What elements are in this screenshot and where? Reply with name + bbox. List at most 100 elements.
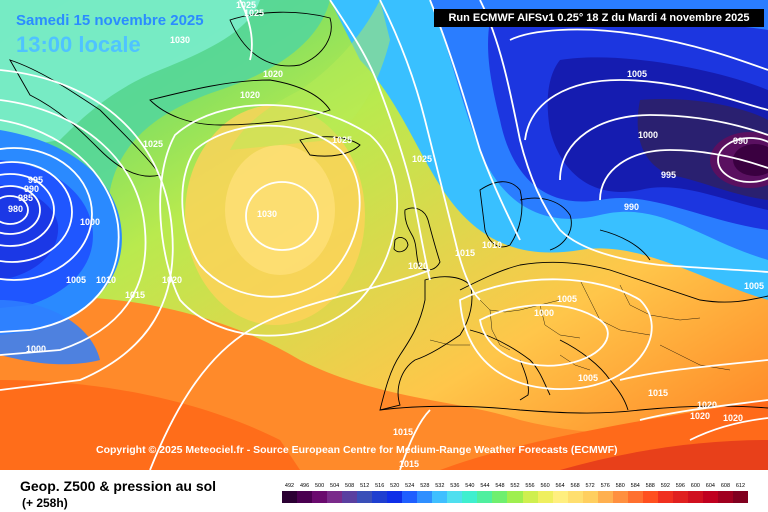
legend-swatch (552, 491, 568, 503)
legend-swatch (477, 491, 493, 503)
legend-swatch (297, 491, 313, 503)
legend-swatch (732, 491, 748, 503)
legend-value: 532 (435, 483, 445, 489)
legend-swatches (282, 491, 748, 503)
isobar-label: 1000 (534, 308, 554, 318)
isobar-label: 1000 (80, 217, 100, 227)
legend-swatch (612, 491, 628, 503)
legend-swatch (342, 491, 358, 503)
isobar-label: 1010 (482, 240, 502, 250)
color-scale-legend: 492 496 500 504 508 512 516 520 524 528 … (282, 482, 748, 504)
legend-value: 600 (690, 483, 700, 489)
isobar-label: 995 (28, 175, 43, 185)
legend-swatch (672, 491, 688, 503)
legend-swatch (522, 491, 538, 503)
isobar-label: 1025 (143, 139, 163, 149)
isobar-label: 985 (18, 193, 33, 203)
isobar-label: 1005 (744, 281, 764, 291)
isobar-label: 1015 (399, 459, 419, 469)
isobar-label: 1000 (26, 344, 46, 354)
legend-value: 508 (345, 483, 355, 489)
legend-value: 536 (450, 483, 460, 489)
legend-swatch (327, 491, 343, 503)
copyright-notice: Copyright © 2025 Meteociel.fr - Source E… (96, 444, 618, 456)
legend-value: 516 (375, 483, 385, 489)
legend-swatch (582, 491, 598, 503)
isobar-label: 1005 (578, 373, 598, 383)
isobar-label: 1005 (557, 294, 577, 304)
legend-swatch (447, 491, 463, 503)
legend-value: 568 (570, 483, 580, 489)
legend-value: 588 (645, 483, 655, 489)
pressure-geopotential-map: 1025 1025 1030 1020 1020 1025 1025 1025 … (0, 0, 768, 470)
isobar-label: 1020 (697, 400, 717, 410)
legend-value: 512 (360, 483, 370, 489)
isobar-label: 1030 (170, 35, 190, 45)
isobar-label: 1030 (257, 209, 277, 219)
isobar-label: 990 (733, 136, 748, 146)
geopotential-field (0, 0, 768, 470)
legend-value: 560 (540, 483, 550, 489)
legend-value: 548 (495, 483, 505, 489)
isobar-label: 1015 (455, 248, 475, 258)
legend-swatch (372, 491, 388, 503)
legend-swatch (432, 491, 448, 503)
isobar-label: 1005 (627, 69, 647, 79)
isobar-label: 1015 (125, 290, 145, 300)
isobar-label: 1015 (648, 388, 668, 398)
isobar-label: 1015 (393, 427, 413, 437)
legend-value: 540 (465, 483, 475, 489)
legend-swatch (402, 491, 418, 503)
legend-swatch (282, 491, 298, 503)
isobar-label: 1000 (638, 130, 658, 140)
legend-swatch (492, 491, 508, 503)
isobar-label: 1025 (244, 8, 264, 18)
legend-value: 592 (660, 483, 670, 489)
forecast-lead-time: (+ 258h) (22, 496, 68, 510)
forecast-date: Samedi 15 novembre 2025 (16, 12, 204, 29)
legend-value: 496 (299, 483, 310, 489)
legend-swatch (687, 491, 703, 503)
legend-swatch (537, 491, 553, 503)
isobar-label: 1010 (96, 275, 116, 285)
legend-value: 504 (330, 483, 340, 489)
isobar-label: 990 (24, 184, 39, 194)
isobar-label: 990 (624, 202, 639, 212)
legend-swatch (417, 491, 433, 503)
isobar-label: 1020 (240, 90, 260, 100)
legend-value: 572 (585, 483, 595, 489)
legend-value: 556 (525, 483, 535, 489)
isobar-label: 1020 (263, 69, 283, 79)
legend-swatch (642, 491, 658, 503)
legend-swatch (357, 491, 373, 503)
legend-value: 492 (284, 483, 295, 489)
isobar-label: 980 (8, 204, 23, 214)
legend-value: 584 (630, 483, 640, 489)
legend-value: 604 (705, 483, 715, 489)
isobar-label: 1020 (690, 411, 710, 421)
forecast-time: 13:00 locale (16, 32, 141, 57)
legend-value: 564 (555, 483, 565, 489)
legend-value: 520 (390, 483, 400, 489)
map-variable-title: Geop. Z500 & pression au sol (20, 478, 217, 494)
isobar-label: 1020 (408, 261, 428, 271)
legend-value: 596 (675, 483, 685, 489)
legend-swatch (507, 491, 523, 503)
legend-value: 612 (735, 483, 746, 489)
legend-swatch (657, 491, 673, 503)
isobar-label: 1025 (236, 0, 256, 10)
isobar-label: 1020 (723, 413, 743, 423)
legend-swatch (387, 491, 403, 503)
legend-swatch (717, 491, 733, 503)
legend-swatch (597, 491, 613, 503)
isobar-label-group: 1025 1025 1030 1020 1020 1025 1025 1025 … (8, 0, 764, 469)
isobar-label: 1025 (332, 135, 352, 145)
isobar-label: 1005 (66, 275, 86, 285)
legend-swatch (627, 491, 643, 503)
legend-value: 576 (600, 483, 610, 489)
isobar-label: 995 (661, 170, 676, 180)
legend-value: 544 (480, 483, 490, 489)
legend-value: 528 (420, 483, 430, 489)
legend-value: 500 (314, 483, 325, 489)
legend-value: 580 (615, 483, 625, 489)
